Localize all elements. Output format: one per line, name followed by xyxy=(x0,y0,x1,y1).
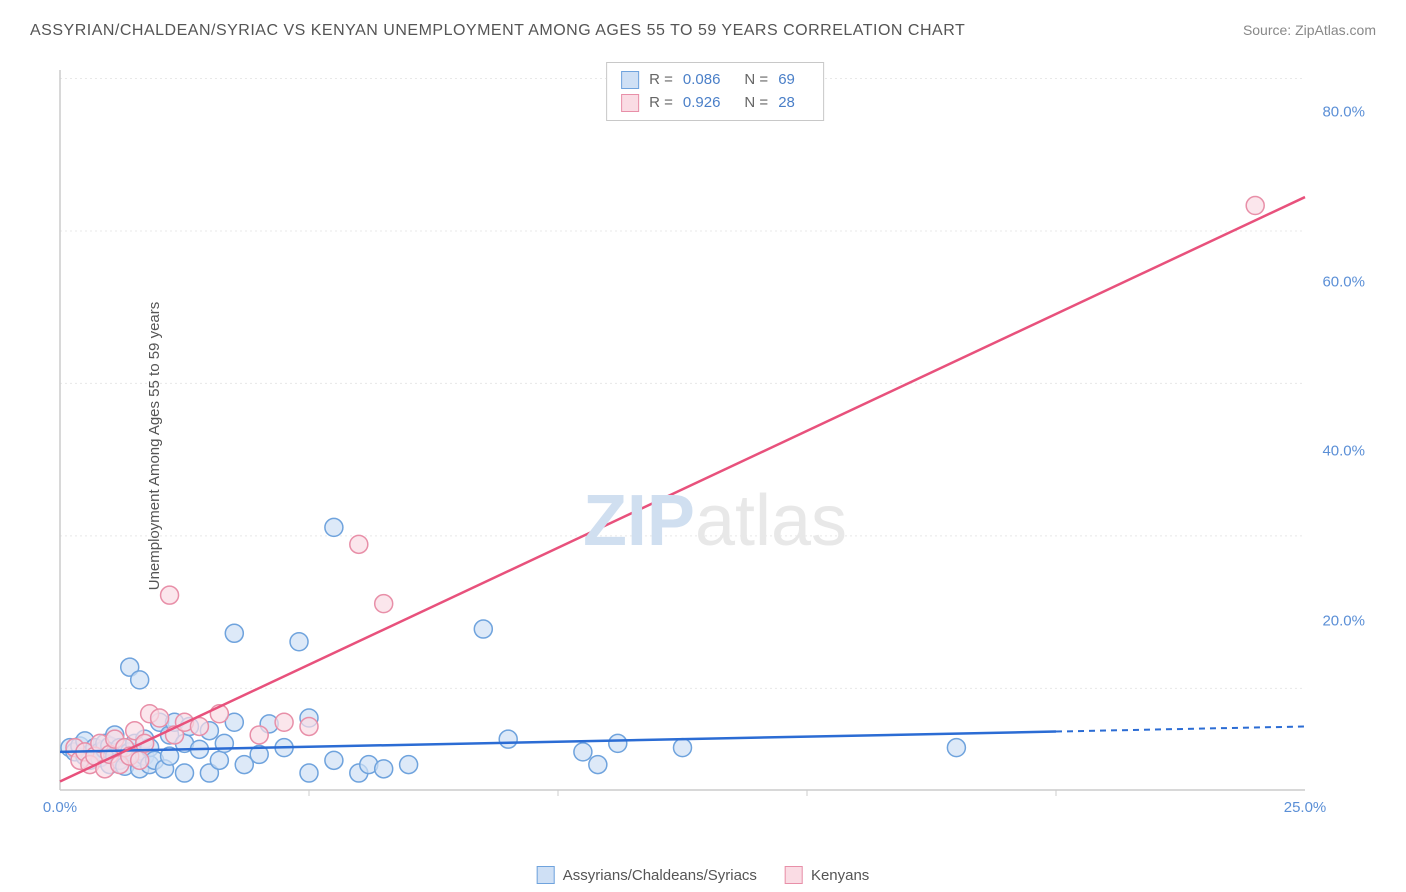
y-tick-label: 80.0% xyxy=(1322,104,1365,121)
legend-bottom: Assyrians/Chaldeans/Syriacs Kenyans xyxy=(537,866,870,884)
legend-label-2: Kenyans xyxy=(811,867,869,884)
y-tick-label: 40.0% xyxy=(1322,443,1365,460)
legend-item-series2: Kenyans xyxy=(785,866,869,884)
swatch-series1 xyxy=(621,71,639,89)
stats-row-series2: R = 0.926 N = 28 xyxy=(621,92,809,115)
correlation-chart: ASSYRIAN/CHALDEAN/SYRIAC VS KENYAN UNEMP… xyxy=(0,0,1406,892)
legend-label-1: Assyrians/Chaldeans/Syriacs xyxy=(563,867,757,884)
plot-svg xyxy=(55,60,1375,820)
x-tick-label: 0.0% xyxy=(43,799,77,816)
stats-row-series1: R = 0.086 N = 69 xyxy=(621,69,809,92)
legend-item-series1: Assyrians/Chaldeans/Syriacs xyxy=(537,866,757,884)
legend-swatch-2 xyxy=(785,866,803,884)
r-label-1: R = xyxy=(649,69,673,92)
stats-box: R = 0.086 N = 69 R = 0.926 N = 28 xyxy=(606,62,824,121)
r-value-2: 0.926 xyxy=(683,92,721,115)
y-tick-label: 20.0% xyxy=(1322,612,1365,629)
x-tick-label: 25.0% xyxy=(1284,799,1327,816)
chart-title: ASSYRIAN/CHALDEAN/SYRIAC VS KENYAN UNEMP… xyxy=(30,22,965,40)
r-label-2: R = xyxy=(649,92,673,115)
plot-area: ZIPatlas R = 0.086 N = 69 R = 0.926 N = … xyxy=(55,60,1375,820)
n-value-2: 28 xyxy=(778,92,795,115)
n-label-2: N = xyxy=(744,92,768,115)
n-label-1: N = xyxy=(744,69,768,92)
swatch-series2 xyxy=(621,94,639,112)
n-value-1: 69 xyxy=(778,69,795,92)
r-value-1: 0.086 xyxy=(683,69,721,92)
source-label: Source: ZipAtlas.com xyxy=(1243,22,1376,38)
y-tick-label: 60.0% xyxy=(1322,273,1365,290)
legend-swatch-1 xyxy=(537,866,555,884)
